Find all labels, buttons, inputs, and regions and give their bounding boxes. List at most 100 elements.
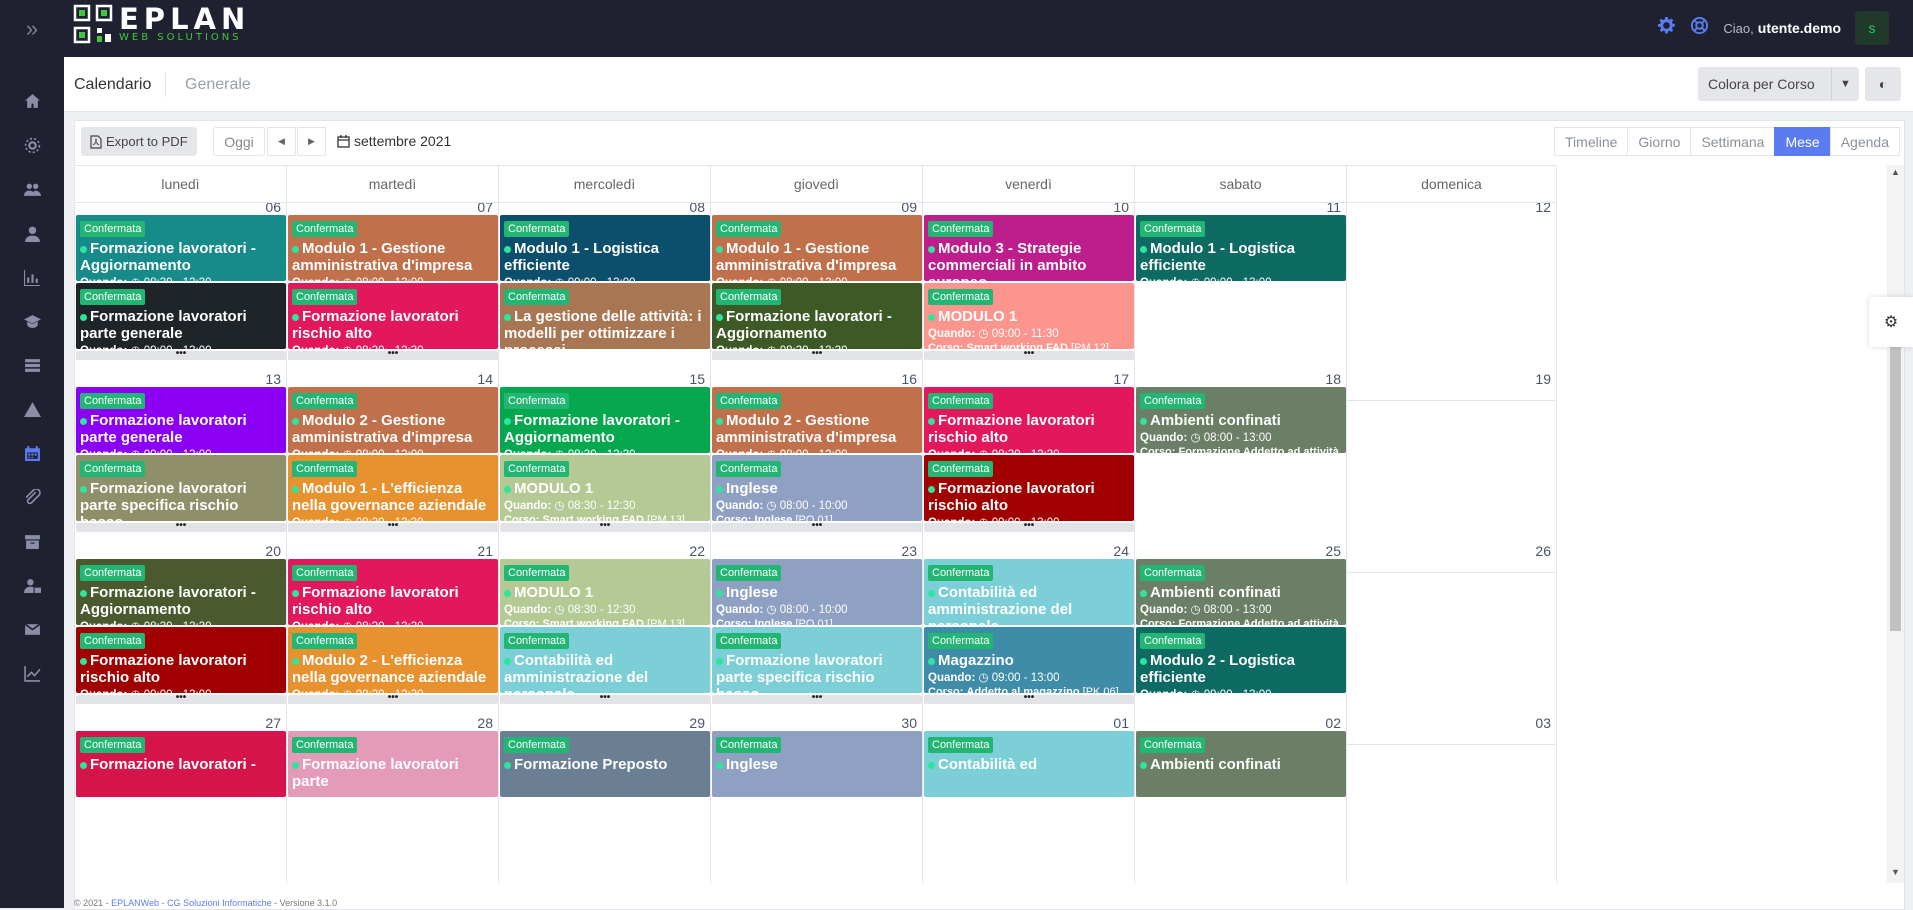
calendar-event[interactable]: Confermata MODULO 1 Quando: ◷ 09:00 - 11:3…: [924, 283, 1134, 349]
calendar-event[interactable]: Confermata Formazione lavoratori -: [76, 731, 286, 797]
settings-icon[interactable]: [0, 123, 64, 167]
calendar-event[interactable]: Confermata Formazione lavoratori parte sp…: [76, 455, 286, 521]
day-number[interactable]: 19: [1535, 371, 1551, 387]
day-cell[interactable]: 21: [287, 535, 499, 745]
archive-icon[interactable]: [0, 519, 64, 563]
day-number[interactable]: 23: [901, 543, 917, 559]
day-cell[interactable]: 19: [1347, 363, 1557, 573]
calendar-event[interactable]: Confermata Modulo 1 - Gestione amministra…: [288, 215, 498, 281]
palette-button[interactable]: ◐: [1865, 67, 1901, 101]
footer-brand-link[interactable]: EPLANWeb: [111, 898, 160, 908]
day-number[interactable]: 10: [1113, 203, 1129, 215]
calendar-event[interactable]: Confermata Inglese Quando: ◷ 08:00 - 10:00…: [712, 559, 922, 625]
day-number[interactable]: 01: [1113, 715, 1129, 731]
more-events-button[interactable]: •••: [712, 521, 922, 532]
day-number[interactable]: 26: [1535, 543, 1551, 559]
day-number[interactable]: 30: [901, 715, 917, 731]
calendar-event[interactable]: Confermata Modulo 3 - Strategie commercia…: [924, 215, 1134, 281]
calendar-event[interactable]: Confermata Formazione lavoratori - Aggior…: [76, 559, 286, 625]
export-pdf-button[interactable]: Export to PDF: [81, 127, 197, 156]
view-mese-button[interactable]: Mese: [1774, 127, 1831, 156]
day-number[interactable]: 16: [901, 371, 917, 387]
calendar-event[interactable]: Confermata Formazione lavoratori parte ge…: [76, 283, 286, 349]
logo[interactable]: EPLAN WEB SOLUTIONS: [73, 4, 250, 44]
vertical-scrollbar[interactable]: ▲ ▼: [1887, 165, 1904, 883]
day-cell[interactable]: 29: [499, 707, 711, 883]
warning-icon[interactable]: [0, 387, 64, 431]
calendar-event[interactable]: Confermata Ambienti confinati: [1136, 731, 1346, 797]
calendar-event[interactable]: Confermata Modulo 1 - Logistica efficient…: [500, 215, 710, 281]
more-events-button[interactable]: •••: [76, 693, 286, 704]
breadcrumb[interactable]: Generale: [185, 76, 251, 93]
calendar-event[interactable]: Confermata Modulo 2 - Logistica efficient…: [1136, 627, 1346, 693]
color-by-select[interactable]: Colora per Corso ▼: [1698, 67, 1859, 101]
day-cell[interactable]: 06: [75, 203, 287, 401]
mail-icon[interactable]: [0, 607, 64, 651]
calendar-event[interactable]: Confermata Formazione lavoratori rischio …: [288, 283, 498, 349]
day-cell[interactable]: 12: [1347, 203, 1557, 401]
prev-month-button[interactable]: ◀: [267, 127, 296, 156]
sidebar-toggle-icon[interactable]: »: [25, 15, 39, 41]
more-events-button[interactable]: •••: [924, 521, 1134, 532]
calendar-icon[interactable]: [0, 431, 64, 475]
day-number[interactable]: 09: [901, 203, 917, 215]
view-giorno-button[interactable]: Giorno: [1627, 127, 1692, 156]
view-settimana-button[interactable]: Settimana: [1690, 127, 1776, 156]
more-events-button[interactable]: •••: [288, 693, 498, 704]
day-number[interactable]: 13: [265, 371, 281, 387]
day-number[interactable]: 02: [1325, 715, 1341, 731]
more-events-button[interactable]: •••: [76, 349, 286, 360]
day-number[interactable]: 28: [477, 715, 493, 731]
day-number[interactable]: 27: [265, 715, 281, 731]
calendar-event[interactable]: Confermata Modulo 1 - L'efficienza nella …: [288, 455, 498, 521]
lifebuoy-icon[interactable]: [1690, 16, 1709, 40]
calendar-event[interactable]: Confermata Formazione lavoratori rischio …: [924, 387, 1134, 453]
users-icon[interactable]: [0, 167, 64, 211]
calendar-event[interactable]: Confermata Modulo 2 - Gestione amministra…: [712, 387, 922, 453]
settings-panel-toggle[interactable]: ⚙: [1869, 297, 1913, 347]
day-number[interactable]: 20: [265, 543, 281, 559]
server-icon[interactable]: [0, 343, 64, 387]
more-events-button[interactable]: •••: [500, 521, 710, 532]
day-cell[interactable]: 17: [923, 363, 1135, 573]
day-number[interactable]: 29: [689, 715, 705, 731]
user-lock-icon[interactable]: [0, 563, 64, 607]
calendar-event[interactable]: Confermata Formazione lavoratori parte ge…: [76, 387, 286, 453]
calendar-event[interactable]: Confermata Ambienti confinati Quando: ◷ 08…: [1136, 559, 1346, 625]
day-cell[interactable]: 14: [287, 363, 499, 573]
day-cell[interactable]: 28: [287, 707, 499, 883]
gear-icon[interactable]: [1657, 16, 1676, 40]
day-number[interactable]: 24: [1113, 543, 1129, 559]
day-cell[interactable]: 25: [1135, 535, 1347, 745]
more-events-button[interactable]: •••: [924, 693, 1134, 704]
day-cell[interactable]: 16: [711, 363, 923, 573]
day-cell[interactable]: 26: [1347, 535, 1557, 745]
day-cell[interactable]: 07: [287, 203, 499, 401]
calendar-event[interactable]: Confermata Formazione lavoratori - Aggior…: [500, 387, 710, 453]
day-cell[interactable]: 03: [1347, 707, 1557, 883]
calendar-event[interactable]: Confermata Formazione lavoratori - Aggior…: [76, 215, 286, 281]
more-events-button[interactable]: •••: [288, 349, 498, 360]
day-number[interactable]: 11: [1326, 203, 1341, 215]
user-icon[interactable]: [0, 211, 64, 255]
caret-down-icon[interactable]: ▼: [1831, 67, 1859, 101]
calendar-event[interactable]: Confermata Modulo 1 - Gestione amministra…: [712, 215, 922, 281]
scrollbar-thumb[interactable]: [1890, 317, 1901, 631]
calendar-event[interactable]: Confermata La gestione delle attività: i …: [500, 283, 710, 349]
day-cell[interactable]: 20: [75, 535, 287, 745]
calendar-event[interactable]: Confermata Formazione lavoratori - Aggior…: [712, 283, 922, 349]
scroll-up-icon[interactable]: ▲: [1891, 167, 1900, 177]
more-events-button[interactable]: •••: [288, 521, 498, 532]
calendar-event[interactable]: Confermata Modulo 2 - L'efficienza nella …: [288, 627, 498, 693]
day-cell[interactable]: 13: [75, 363, 287, 573]
month-title[interactable]: settembre 2021: [337, 133, 451, 149]
day-number[interactable]: 17: [1113, 371, 1129, 387]
line-chart-icon[interactable]: [0, 651, 64, 695]
more-events-button[interactable]: •••: [924, 349, 1134, 360]
day-number[interactable]: 07: [477, 203, 493, 215]
day-cell[interactable]: 30: [711, 707, 923, 883]
day-number[interactable]: 12: [1535, 203, 1551, 215]
calendar-event[interactable]: Confermata MODULO 1 Quando: ◷ 08:30 - 12:3…: [500, 455, 710, 521]
calendar-event[interactable]: Confermata Modulo 2 - Gestione amministra…: [288, 387, 498, 453]
calendar-event[interactable]: Confermata Magazzino Quando: ◷ 09:00 - 13:…: [924, 627, 1134, 693]
